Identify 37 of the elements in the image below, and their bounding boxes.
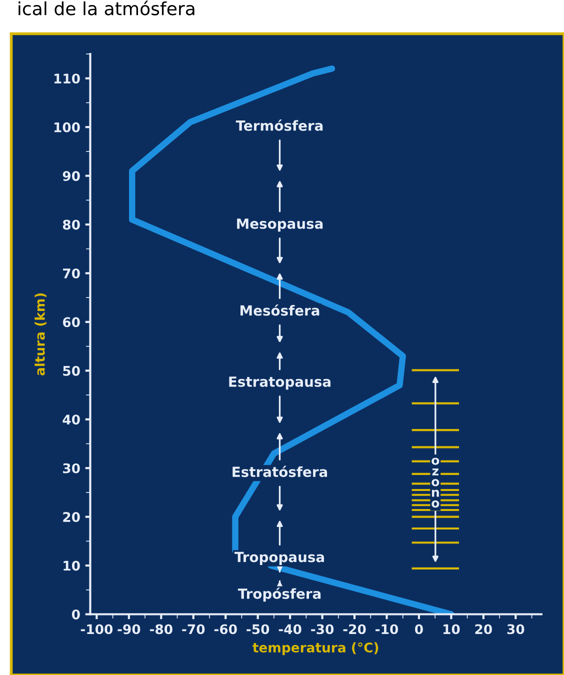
x-tick-label: 10 <box>444 624 460 634</box>
x-tick-label: -30 <box>311 624 334 634</box>
y-tick-label: 90 <box>62 171 80 181</box>
y-tick-label: 60 <box>62 317 80 328</box>
x-tick-label: -90 <box>118 624 140 634</box>
annotation: ozono <box>432 458 440 508</box>
annotation: Estratopausa <box>229 376 330 390</box>
x-tick-label: 20 <box>475 624 492 634</box>
y-tick-label: 100 <box>54 122 80 132</box>
x-tick-label: -20 <box>343 624 366 634</box>
x-tick-label: -50 <box>246 624 270 634</box>
annotation: Tropósfera <box>238 588 321 602</box>
annotation: Mesósfera <box>240 304 320 316</box>
chart-title: ical de la atmósfera <box>18 0 194 16</box>
y-tick-label: 70 <box>63 268 80 278</box>
x-tick-label: 30 <box>507 624 524 634</box>
x-tick-label: -10 <box>376 624 398 634</box>
y-tick-label: 40 <box>62 414 80 425</box>
y-tick-label: 80 <box>62 220 80 230</box>
annotation: Termósfera <box>236 120 323 131</box>
x-tick-label: -60 <box>214 624 237 634</box>
annotation: Tropopausa <box>234 552 324 565</box>
y-tick-label: 10 <box>64 560 80 571</box>
x-tick-label: -40 <box>278 624 302 634</box>
x-tick-label: -80 <box>150 624 172 634</box>
y-tick-label: 110 <box>54 74 80 84</box>
y-tick-label: 0 <box>72 609 80 620</box>
x-tick-label: -70 <box>182 624 205 634</box>
y-tick-label: 20 <box>63 512 80 522</box>
x-tick-label: 0 <box>415 624 423 634</box>
y-axis-title: altura (km) <box>34 293 46 376</box>
annotation: Mesopausa <box>237 218 323 232</box>
x-axis-title: temperatura (°C) <box>252 642 378 656</box>
y-tick-label: 50 <box>63 366 80 376</box>
annotation: Estratósfera <box>232 466 328 478</box>
y-tick-label: 30 <box>63 463 80 474</box>
x-tick-label: -100 <box>80 624 113 634</box>
